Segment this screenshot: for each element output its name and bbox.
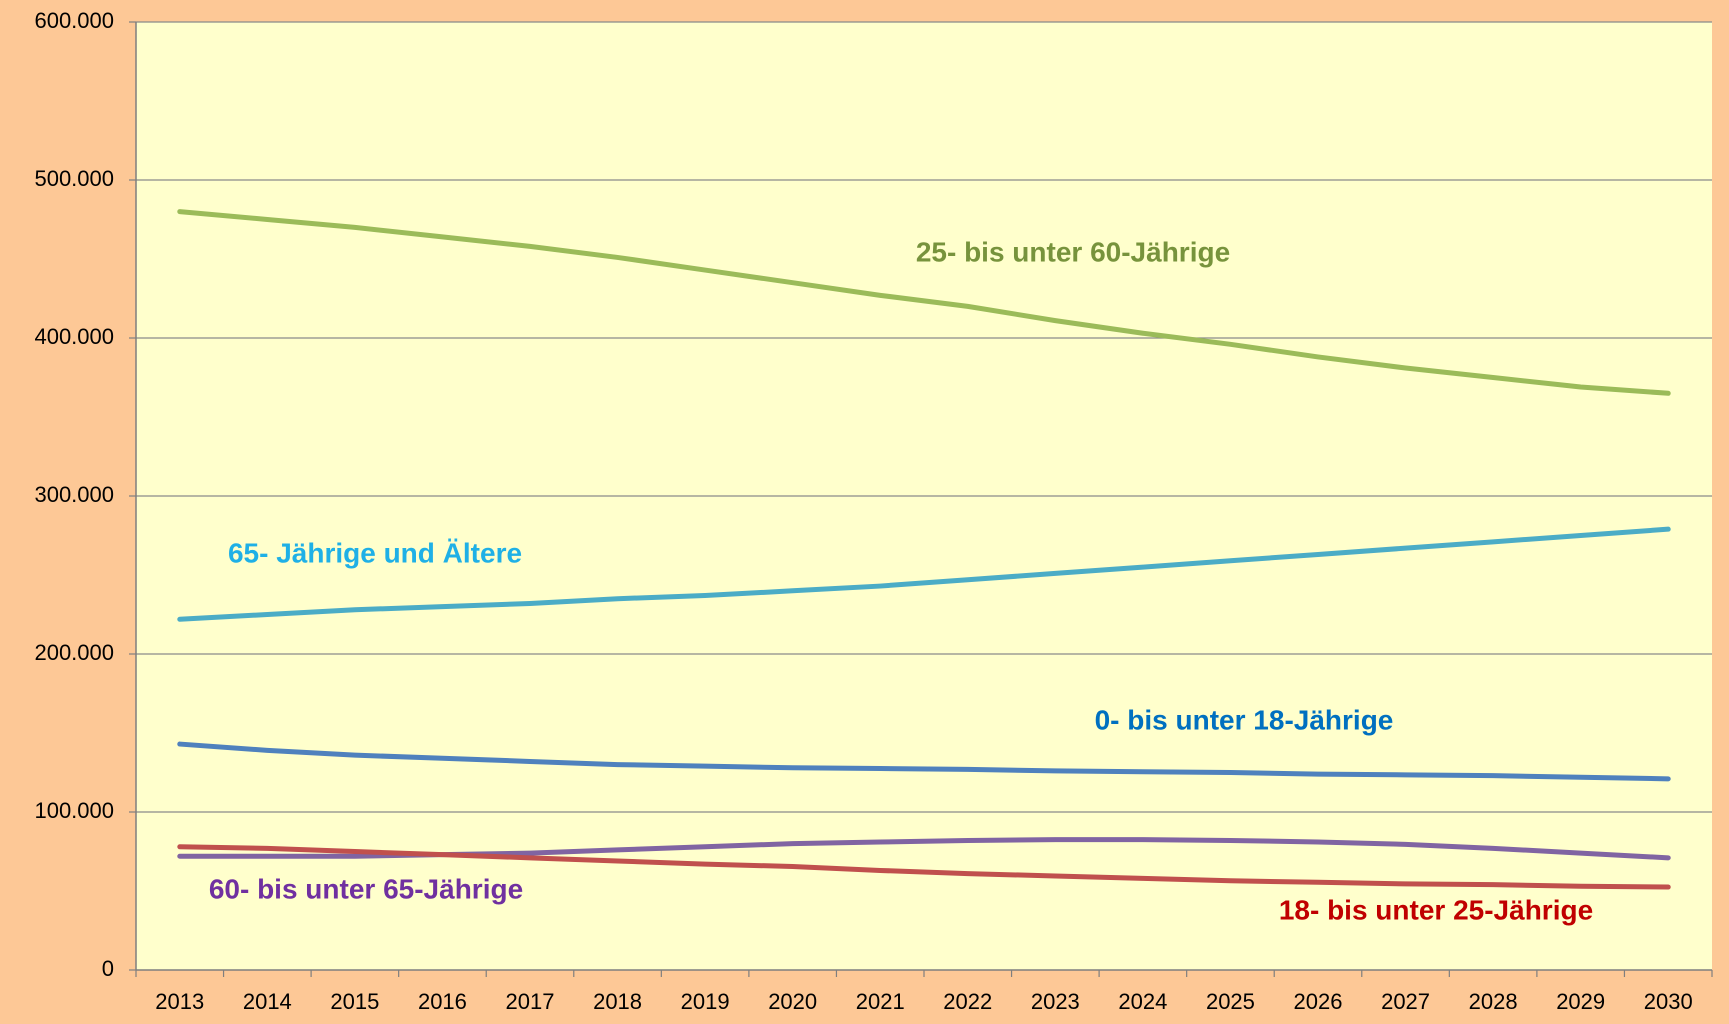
x-tick-label: 2017 [506,989,555,1014]
y-tick-label: 300.000 [34,482,114,507]
series-label: 65- Jährige und Ältere [228,537,522,568]
x-tick-label: 2026 [1294,989,1343,1014]
y-tick-label: 200.000 [34,640,114,665]
x-tick-label: 2014 [243,989,292,1014]
x-tick-label: 2024 [1118,989,1167,1014]
x-tick-label: 2027 [1381,989,1430,1014]
series-line [177,741,1671,782]
y-tick-label: 400.000 [34,324,114,349]
x-tick-label: 2022 [943,989,992,1014]
series-line [177,526,1671,622]
x-tick-label: 2023 [1031,989,1080,1014]
x-tick-label: 2029 [1556,989,1605,1014]
y-tick-label: 0 [102,956,114,981]
x-tick-label: 2015 [330,989,379,1014]
x-tick-label: 2019 [681,989,730,1014]
x-tick-label: 2016 [418,989,467,1014]
x-tick-label: 2025 [1206,989,1255,1014]
y-tick-label: 600.000 [34,8,114,33]
series-label: 0- bis unter 18-Jährige [1095,704,1394,735]
series-line [177,844,1671,890]
x-tick-label: 2030 [1644,989,1693,1014]
x-tick-label: 2018 [593,989,642,1014]
series-label: 18- bis unter 25-Jährige [1279,894,1593,925]
series-label: 60- bis unter 65-Jährige [209,873,523,904]
x-tick-label: 2021 [856,989,905,1014]
y-tick-label: 100.000 [34,798,114,823]
series-label: 25- bis unter 60-Jährige [916,236,1230,267]
series-line [177,209,1671,396]
y-tick-label: 500.000 [34,166,114,191]
x-tick-label: 2013 [155,989,204,1014]
x-tick-label: 2020 [768,989,817,1014]
x-tick-label: 2028 [1469,989,1518,1014]
